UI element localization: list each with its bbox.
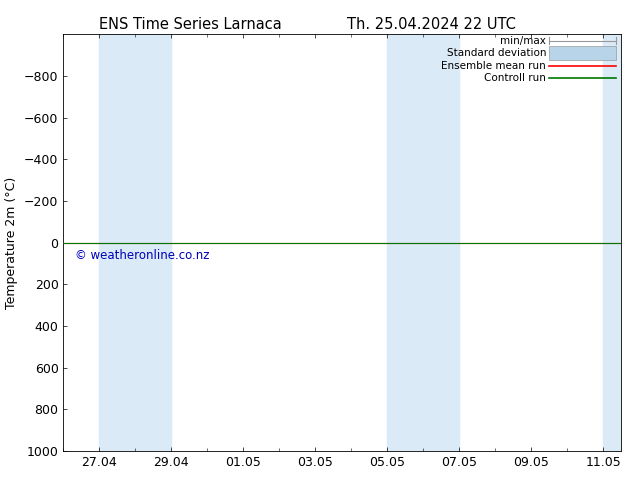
Y-axis label: Temperature 2m (°C): Temperature 2m (°C) [6,176,18,309]
Bar [604,34,621,451]
Text: min/max: min/max [500,36,546,46]
FancyBboxPatch shape [549,47,616,60]
Text: © weatheronline.co.nz: © weatheronline.co.nz [75,249,209,262]
Text: Standard deviation: Standard deviation [446,48,546,58]
Text: Controll run: Controll run [484,73,546,83]
Text: Ensemble mean run: Ensemble mean run [441,61,546,71]
Text: Th. 25.04.2024 22 UTC: Th. 25.04.2024 22 UTC [347,17,515,32]
Bar [100,34,171,451]
Text: ENS Time Series Larnaca: ENS Time Series Larnaca [99,17,281,32]
Bar [387,34,460,451]
